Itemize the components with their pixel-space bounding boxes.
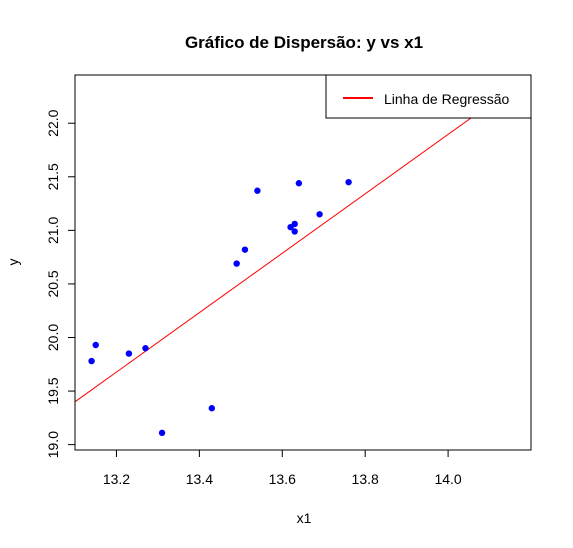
x-tick-label: 13.6 bbox=[269, 471, 296, 487]
data-point bbox=[88, 357, 95, 365]
plot-area bbox=[75, 75, 531, 437]
y-axis-label: y bbox=[5, 259, 21, 266]
y-tick-label: 19.5 bbox=[45, 377, 61, 404]
y-tick-label: 22.0 bbox=[45, 109, 61, 136]
x-tick-label: 14.0 bbox=[434, 471, 461, 487]
legend: Linha de Regressão bbox=[325, 74, 532, 119]
data-point bbox=[291, 220, 298, 228]
data-point bbox=[208, 405, 215, 412]
y-tick-label: 21.0 bbox=[45, 217, 61, 244]
x-axis-label: x1 bbox=[297, 510, 312, 526]
plot-frame bbox=[74, 74, 532, 451]
x-tick-label: 13.8 bbox=[352, 471, 379, 487]
data-point bbox=[233, 260, 240, 267]
data-point bbox=[92, 341, 99, 349]
data-point bbox=[291, 228, 298, 235]
data-point bbox=[316, 211, 323, 218]
y-tick-label: 19.0 bbox=[45, 431, 61, 458]
x-axis: 13.2 13.4 13.6 13.8 14.0 bbox=[103, 449, 462, 487]
data-point bbox=[254, 187, 261, 194]
x-tick-label: 13.4 bbox=[186, 471, 213, 487]
y-tick-label: 21.5 bbox=[45, 163, 61, 190]
data-point bbox=[295, 180, 303, 187]
y-tick-label: 20.5 bbox=[45, 270, 61, 297]
legend-box bbox=[325, 74, 532, 119]
y-axis: 19.0 19.5 20.0 20.5 21.0 21.5 22.0 bbox=[45, 109, 76, 458]
data-point bbox=[241, 246, 249, 253]
regression-line bbox=[75, 75, 531, 403]
chart-title: Gráfico de Dispersão: y vs x1 bbox=[185, 33, 423, 52]
y-tick-label: 20.0 bbox=[45, 324, 61, 351]
data-point bbox=[345, 178, 352, 186]
x-tick-label: 13.2 bbox=[103, 471, 130, 487]
data-point bbox=[125, 350, 133, 357]
legend-label: Linha de Regressão bbox=[384, 91, 510, 107]
data-point bbox=[158, 429, 166, 437]
data-point bbox=[142, 345, 149, 352]
